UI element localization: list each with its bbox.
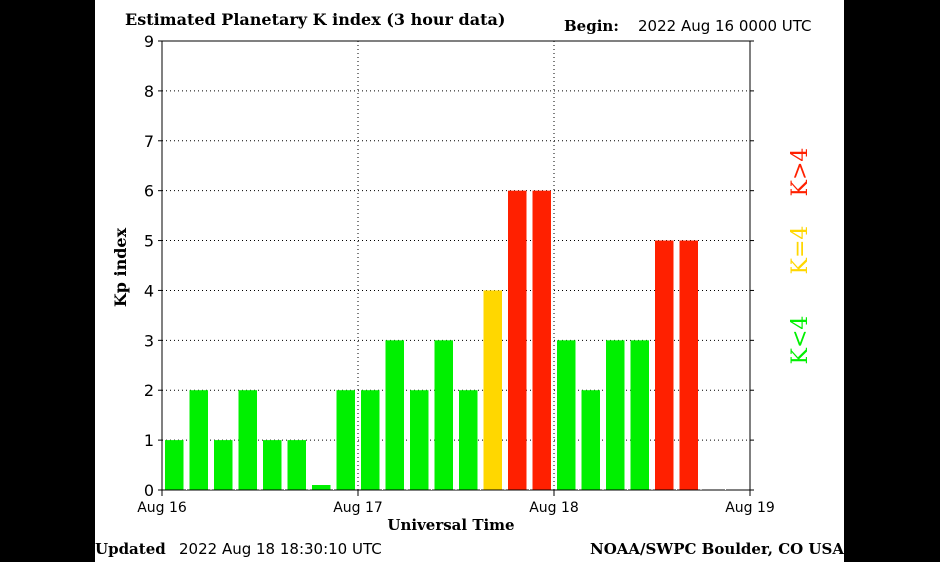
chart-canvas: Estimated Planetary K index (3 hour data… [95,0,844,562]
kp-bar [385,340,404,490]
x-axis-title: Universal Time [387,516,514,534]
y-tick-label: 3 [144,331,154,350]
kp-bar [189,390,208,490]
kp-bar [459,390,478,490]
kp-bar [679,240,698,490]
updated-timestamp: 2022 Aug 18 18:30:10 UTC [179,540,382,558]
kp-bar [532,190,551,490]
legend-entry: K=4 [788,226,813,275]
y-tick-label: 7 [144,132,154,151]
y-tick-label: 2 [144,381,154,400]
kp-bar [263,440,282,490]
kp-bar [434,340,453,490]
y-tick-label: 1 [144,431,154,450]
begin-value: 2022 Aug 16 0000 UTC [638,17,812,35]
x-tick-label: Aug 16 [137,500,187,516]
credit-text: NOAA/SWPC Boulder, CO USA [589,540,844,558]
kp-bar [508,190,527,490]
kp-bar [483,290,502,490]
x-tick-label: Aug 18 [529,500,579,516]
y-tick-label: 9 [144,32,154,51]
legend-entry: K<4 [788,316,813,365]
y-tick-label: 4 [144,281,154,300]
kp-bar [606,340,625,490]
y-axis-title: Kp index [111,227,130,307]
legend-entry: K>4 [788,148,813,197]
kp-bar [214,440,233,490]
kp-bar [238,390,257,490]
y-tick-label: 6 [144,182,154,201]
y-tick-label: 5 [144,232,154,251]
chart-title: Estimated Planetary K index (3 hour data… [125,10,506,29]
kp-bar [287,440,306,490]
kp-bar [655,240,674,490]
kp-bar [557,340,576,490]
y-tick-label: 8 [144,82,154,101]
begin-label: Begin: [564,17,619,35]
kp-bar [581,390,600,490]
kp-bar [361,390,380,490]
kp-bar [312,485,331,490]
y-tick-label: 0 [144,481,154,500]
x-tick-label: Aug 19 [725,500,775,516]
kp-bar [336,390,355,490]
kp-bar [410,390,429,490]
kp-bar [630,340,649,490]
updated-label: Updated [95,540,166,558]
kp-bar [165,440,184,490]
x-tick-label: Aug 17 [333,500,383,516]
kp-bar-chart: 0 1 2 3 4 5 6 7 8 9 Aug 16 Aug 17 Aug 18 Aug 19 Univer… [111,32,813,534]
